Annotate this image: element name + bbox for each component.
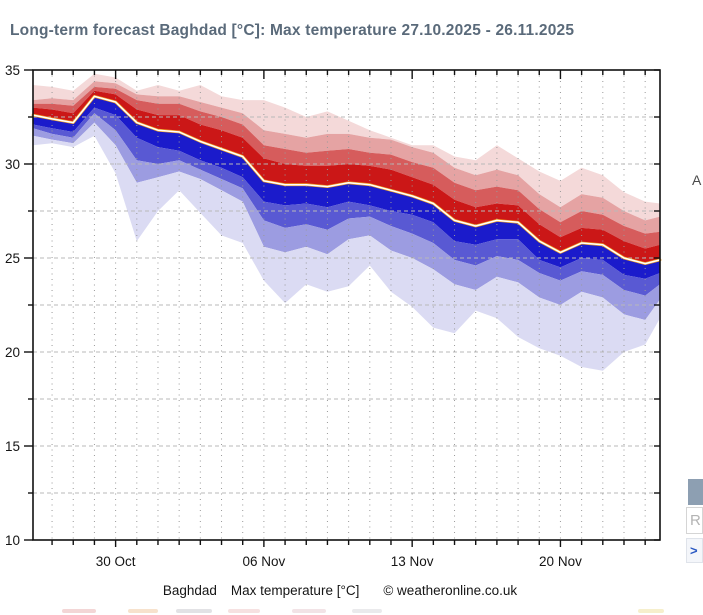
clipped-strip-item	[292, 609, 326, 613]
clipped-strip-item	[638, 609, 664, 613]
svg-text:06 Nov: 06 Nov	[242, 554, 285, 569]
clipped-side-label: A	[692, 172, 702, 188]
svg-text:13 Nov: 13 Nov	[391, 554, 434, 569]
svg-text:35: 35	[5, 63, 20, 78]
forecast-chart: 30 Oct 06 Nov 13 Nov 20 Nov 10 15 20 25 30 35	[5, 63, 662, 569]
forecast-chart-area: 30 Oct 06 Nov 13 Nov 20 Nov 10 15 20 25 30 35	[0, 60, 703, 575]
scrollbar-thumb[interactable]	[688, 479, 703, 505]
caption-series: Max temperature [°C]	[230, 583, 360, 598]
next-button[interactable]: >	[686, 538, 703, 563]
caption-station: Baghdad	[162, 583, 217, 598]
svg-text:10: 10	[5, 533, 20, 548]
clipped-strip-item	[176, 609, 212, 613]
svg-text:20: 20	[5, 345, 20, 360]
page-title: Long-term forecast Baghdad [°C]: Max tem…	[10, 22, 575, 39]
svg-text:30 Oct: 30 Oct	[96, 554, 136, 569]
svg-text:20 Nov: 20 Nov	[539, 554, 582, 569]
clipped-strip-item	[62, 609, 96, 613]
caption-copyright: © weatheronline.co.uk	[383, 583, 518, 598]
svg-text:25: 25	[5, 251, 20, 266]
chart-caption: Baghdad Max temperature [°C] © weatheron…	[0, 583, 680, 598]
clipped-strip-item	[352, 609, 382, 613]
clipped-strip-item	[228, 609, 260, 613]
svg-text:30: 30	[5, 157, 20, 172]
reset-button-fragment[interactable]: R	[686, 507, 703, 534]
clipped-strip-item	[128, 609, 158, 613]
svg-text:15: 15	[5, 439, 20, 454]
